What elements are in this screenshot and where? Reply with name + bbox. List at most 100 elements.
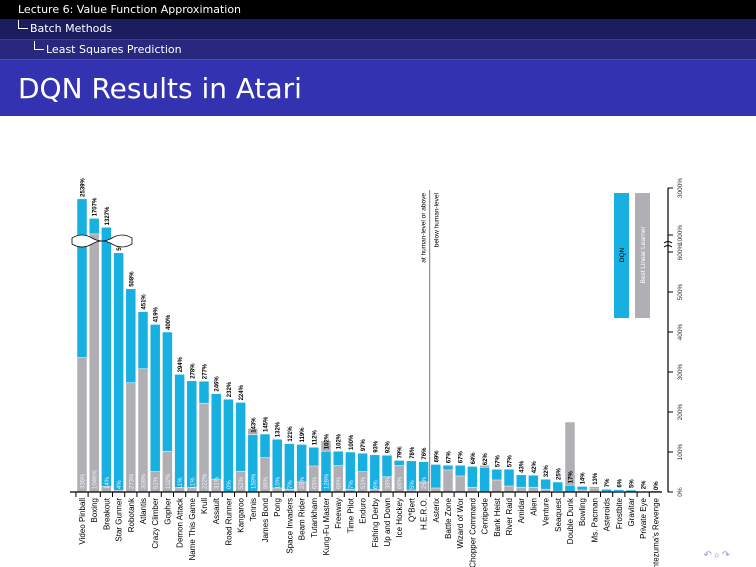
game-name-label: Kung-Fu Master	[322, 498, 331, 556]
search-icon[interactable]: ⌕	[714, 550, 722, 561]
dqn-bar	[564, 484, 576, 493]
game-name-label: Centipede	[481, 497, 490, 534]
beamer-navigation: ↶⌕↷	[704, 550, 732, 561]
dqn-value-label: 1327%	[105, 206, 111, 225]
game-name-label: Bowling	[578, 498, 587, 526]
game-name-label: Road Runner	[224, 498, 233, 546]
game-name-label: Breakout	[102, 497, 111, 530]
dqn-value-label: 1707%	[93, 197, 99, 216]
game-name-label: Demon Attack	[176, 497, 185, 548]
dqn-value-label: 93%	[373, 440, 379, 453]
dqn-value-label: 57%	[495, 455, 501, 468]
game-name-label: Space Invaders	[285, 498, 294, 554]
subsubsection-bar: Least Squares Prediction	[0, 39, 756, 59]
dqn-value-label: 64%	[471, 452, 477, 465]
subsubsection-title[interactable]: Least Squares Prediction	[46, 43, 182, 56]
y-tick-label: 300%	[677, 363, 684, 380]
dqn-value-label: 17%	[569, 471, 575, 484]
game-name-label: Name This Game	[188, 497, 197, 560]
dqn-value-label: 78%	[410, 446, 416, 459]
y-tick-label: 1000%	[677, 225, 684, 245]
y-tick-label: 400%	[677, 323, 684, 340]
game-name-label: Krull	[200, 498, 209, 514]
linear-value-label: 0%	[227, 480, 233, 489]
section-title[interactable]: Lecture 6: Value Function Approximation	[18, 3, 242, 16]
subsection-title[interactable]: Batch Methods	[30, 22, 113, 35]
dqn-bar	[186, 380, 198, 493]
linear-value-label: 128%	[325, 473, 331, 489]
dqn-value-label: 97%	[361, 439, 367, 452]
game-name-label: River Raid	[505, 498, 514, 535]
dqn-value-label: 42%	[532, 461, 538, 474]
game-name-label: Amidar	[517, 498, 526, 524]
dqn-value-label: 100%	[349, 434, 355, 450]
dqn-value-label: 67%	[447, 451, 453, 464]
game-name-label: Alien	[529, 498, 538, 516]
y-tick-label: 200%	[677, 403, 684, 420]
dqn-value-label: 69%	[434, 450, 440, 463]
game-name-label: Asteroids	[603, 498, 612, 531]
game-name-label: Time Pilot	[346, 497, 355, 533]
dqn-value-label: 112%	[312, 430, 318, 446]
dqn-value-label: 2539%	[81, 177, 87, 196]
dqn-bar	[101, 227, 112, 493]
dqn-value-label: 232%	[227, 381, 233, 397]
linear-value-label: 102%	[166, 473, 172, 489]
linear-value-label: 10%	[276, 476, 282, 489]
linear-value-label: 11%	[178, 477, 184, 489]
y-tick-label: 600%	[677, 243, 684, 260]
game-name-label: James Bond	[261, 498, 270, 542]
linear-value-label: 52%	[239, 476, 245, 489]
undo-icon[interactable]: ↶	[703, 550, 714, 561]
linear-value-label: 7%	[349, 480, 355, 489]
tree-elbow-icon	[18, 20, 28, 29]
game-name-label: Freeway	[334, 498, 343, 529]
legend-dqn-label: DQN	[619, 247, 626, 262]
linear-value-label: 14%	[105, 476, 111, 489]
game-name-label: Wizard of Wor	[456, 498, 465, 549]
game-name-label: Star Gunner	[115, 498, 124, 542]
linear-value-label: 25%	[300, 476, 306, 489]
linear-value-label: 159%	[251, 473, 257, 489]
linear-bar	[454, 475, 466, 493]
below-human-level-label: below human-level	[434, 192, 441, 247]
game-name-label: Tutankham	[310, 498, 319, 538]
dqn-value-label: 451%	[142, 294, 148, 310]
redo-icon[interactable]: ↷	[721, 550, 732, 561]
dqn-value-label: 143%	[251, 417, 257, 433]
dqn-bar	[479, 466, 490, 493]
linear-value-label: 336%	[81, 473, 87, 489]
dqn-value-label: 62%	[483, 453, 489, 466]
dqn-value-label: 119%	[300, 427, 306, 443]
linear-bar	[137, 368, 149, 493]
linear-value-label: 31%	[215, 476, 221, 489]
game-name-label: Gravitar	[627, 498, 636, 527]
linear-value-label: 25%	[422, 476, 428, 489]
dqn-value-label: 102%	[337, 433, 343, 449]
dqn-value-label: 132%	[276, 421, 282, 437]
linear-value-label: 4%	[117, 480, 123, 489]
subsection-bar: Batch Methods	[0, 19, 756, 39]
game-name-label: Kangaroo	[237, 497, 246, 532]
dqn-bar	[223, 398, 234, 493]
linear-bar	[491, 479, 503, 493]
game-name-label: Ms. Pacman	[590, 498, 599, 542]
y-tick-label: 100%	[677, 443, 684, 460]
game-name-label: Chopper Command	[468, 498, 477, 567]
game-name-label: Up and Down	[383, 498, 392, 546]
dqn-value-label: 13%	[593, 472, 599, 485]
game-name-label: Video Pinball	[78, 498, 87, 545]
linear-value-label: 5%	[410, 480, 416, 489]
game-name-label: Boxing	[90, 498, 99, 522]
axis-break-mark	[71, 234, 133, 248]
game-name-label: Double Dunk	[566, 497, 575, 544]
dqn-value-label: 25%	[556, 467, 562, 480]
legend-linear-label: Best Linear Learner	[640, 226, 647, 284]
linear-value-label: 308%	[142, 473, 148, 489]
game-name-label: Tennis	[249, 498, 258, 521]
dqn-value-label: 400%	[166, 314, 172, 330]
slide-title: DQN Results in Atari	[0, 59, 756, 116]
y-tick-label: 3000%	[677, 178, 684, 198]
game-name-label: Fishing Derby	[371, 498, 380, 547]
dqn-bar-chart: 2539% 336% Video Pinball 1707% 1046% Boxing 13…	[70, 177, 684, 567]
